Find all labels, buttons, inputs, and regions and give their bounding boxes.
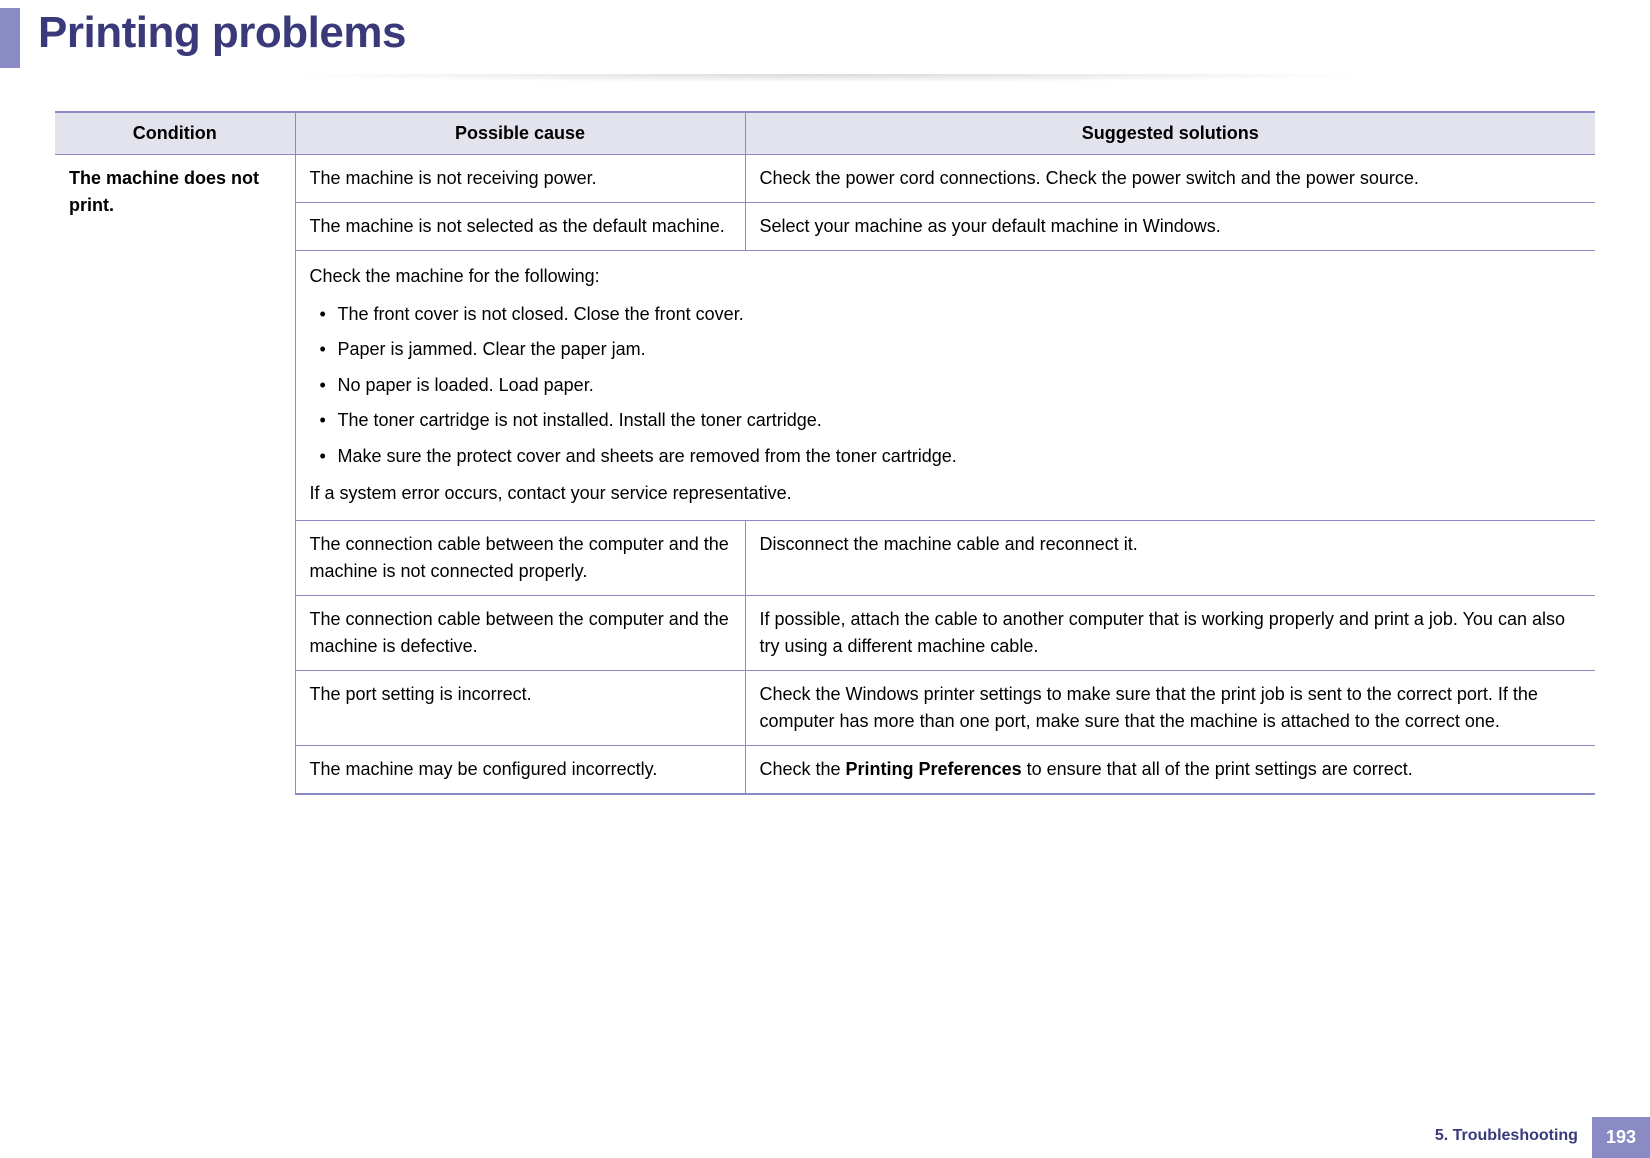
solution-cell: Check the power cord connections. Check …: [745, 155, 1595, 203]
solution-cell: If possible, attach the cable to another…: [745, 595, 1595, 670]
solution-cell: Select your machine as your default mach…: [745, 203, 1595, 251]
cause-cell: The connection cable between the compute…: [295, 595, 745, 670]
check-item: Paper is jammed. Clear the paper jam.: [338, 334, 1582, 366]
col-header-solutions: Suggested solutions: [745, 112, 1595, 155]
check-list: The front cover is not closed. Close the…: [310, 299, 1582, 473]
solution-cell: Disconnect the machine cable and reconne…: [745, 520, 1595, 595]
troubleshooting-table: Condition Possible cause Suggested solut…: [55, 111, 1595, 795]
title-bar: Printing problems: [0, 0, 1650, 68]
cause-cell: The machine may be configured incorrectl…: [295, 745, 745, 794]
chapter-label: 5. Troubleshooting: [1435, 1117, 1592, 1158]
solution-pre: Check the: [760, 759, 846, 779]
table-header-row: Condition Possible cause Suggested solut…: [55, 112, 1595, 155]
solution-post: to ensure that all of the print settings…: [1022, 759, 1413, 779]
solution-cell: Check the Printing Preferences to ensure…: [745, 745, 1595, 794]
checklist-cell: Check the machine for the following: The…: [295, 251, 1595, 521]
check-outro: If a system error occurs, contact your s…: [310, 478, 1582, 510]
content-area: Condition Possible cause Suggested solut…: [0, 86, 1650, 795]
solution-cell: Check the Windows printer settings to ma…: [745, 670, 1595, 745]
cause-cell: The machine is not receiving power.: [295, 155, 745, 203]
accent-block: [0, 8, 20, 68]
check-item: Make sure the protect cover and sheets a…: [338, 441, 1582, 473]
check-item: No paper is loaded. Load paper.: [338, 370, 1582, 402]
cause-cell: The port setting is incorrect.: [295, 670, 745, 745]
cause-cell: The connection cable between the compute…: [295, 520, 745, 595]
check-intro: Check the machine for the following:: [310, 261, 1582, 293]
condition-cell: The machine does not print.: [55, 155, 295, 794]
table-row: The machine does not print. The machine …: [55, 155, 1595, 203]
divider-shadow: [40, 74, 1610, 86]
page-number: 193: [1592, 1117, 1650, 1158]
page-footer: 5. Troubleshooting 193: [1435, 1117, 1650, 1158]
cause-cell: The machine is not selected as the defau…: [295, 203, 745, 251]
document-page: Printing problems Condition Possible cau…: [0, 0, 1650, 1158]
check-item: The toner cartridge is not installed. In…: [338, 405, 1582, 437]
page-title: Printing problems: [38, 8, 406, 58]
solution-bold: Printing Preferences: [846, 759, 1022, 779]
check-item: The front cover is not closed. Close the…: [338, 299, 1582, 331]
col-header-condition: Condition: [55, 112, 295, 155]
col-header-cause: Possible cause: [295, 112, 745, 155]
